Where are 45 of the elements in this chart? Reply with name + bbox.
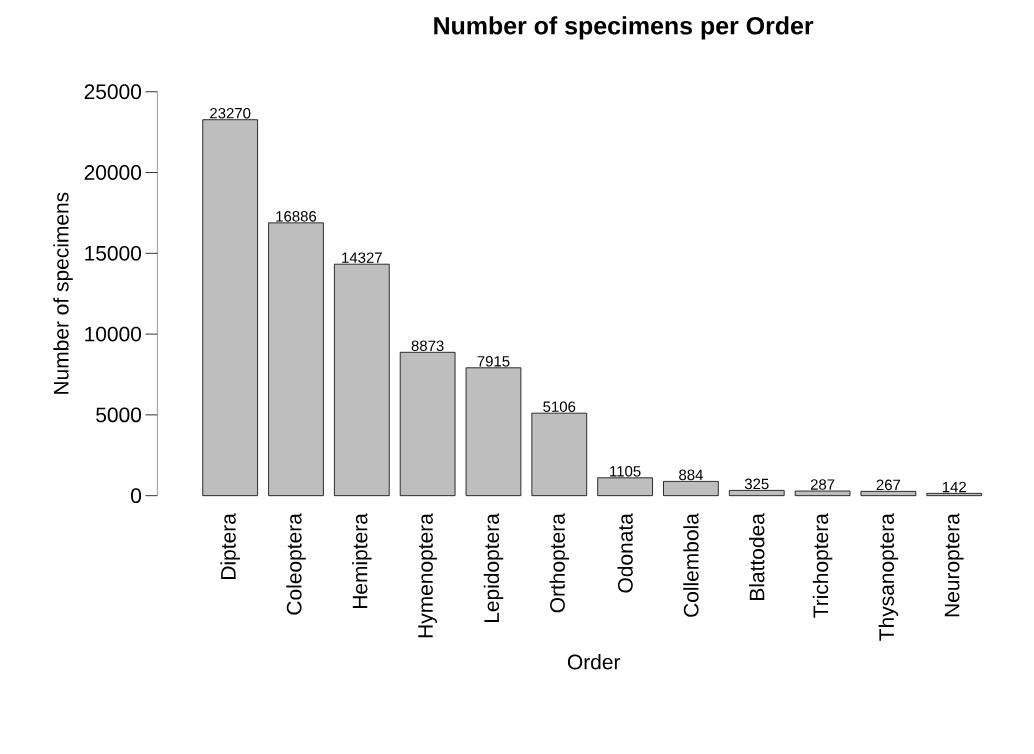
x-tick-label: Thysanoptera [878, 513, 899, 641]
data-label: 23270 [210, 107, 251, 119]
bar [268, 222, 324, 497]
data-label: 884 [679, 469, 703, 481]
bar [399, 351, 456, 497]
data-label: 8873 [411, 340, 444, 352]
x-tick-label: Orthoptera [549, 513, 570, 613]
data-label: 325 [744, 478, 769, 490]
x-tick-label: Blattodea [749, 513, 765, 600]
bar [794, 490, 851, 497]
y-tick-label: 20000 [84, 165, 142, 180]
bar [597, 477, 653, 497]
data-label: 1105 [610, 466, 641, 477]
y-tick-label: 10000 [85, 326, 142, 342]
data-label: 16886 [276, 211, 317, 222]
x-tick-label: Diptera [220, 513, 240, 579]
x-tick-label: Collembola [683, 513, 699, 617]
data-label: 267 [876, 479, 901, 491]
data-label: 5106 [543, 401, 576, 412]
x-tick-label: Lepidoptera [483, 513, 504, 623]
y-tick-label: 15000 [85, 245, 142, 261]
x-tick-label: Neuroptera [944, 513, 964, 617]
bar [860, 490, 917, 497]
bar [465, 367, 522, 497]
x-tick-label: Trichoptera [812, 513, 833, 618]
data-label: 7915 [477, 356, 510, 367]
y-tick-label: 5000 [96, 407, 142, 423]
x-axis-title: Order [567, 654, 621, 670]
data-label: 142 [942, 481, 966, 493]
data-label: 14327 [342, 252, 382, 263]
bar [333, 263, 390, 497]
y-tick-label: 0 [131, 488, 142, 504]
x-tick-label: Hymenoptera [418, 513, 438, 638]
chart-title: Number of specimens per Order [434, 16, 814, 40]
x-tick-label: Coleoptera [286, 513, 306, 615]
bar [663, 481, 719, 497]
x-tick-label: Hemiptera [352, 513, 372, 609]
y-axis-title: Number of specimens [53, 192, 73, 394]
data-label: 287 [810, 479, 835, 490]
x-tick-label: Odonata [617, 513, 633, 593]
bar [926, 492, 983, 497]
bar [531, 412, 588, 497]
bar [728, 490, 785, 497]
y-tick-label: 25000 [84, 84, 142, 100]
bar [202, 119, 258, 497]
